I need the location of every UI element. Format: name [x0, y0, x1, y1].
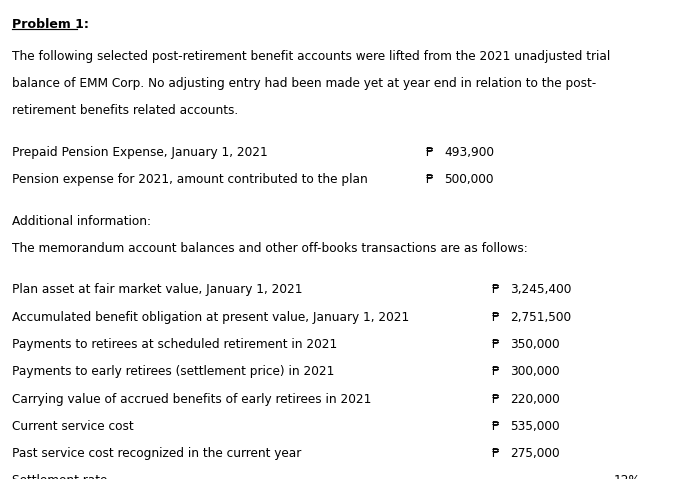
Text: Current service cost: Current service cost	[12, 420, 134, 433]
Text: Accumulated benefit obligation at present value, January 1, 2021: Accumulated benefit obligation at presen…	[12, 310, 410, 324]
Text: ₱: ₱	[492, 392, 499, 406]
Text: Payments to retirees at scheduled retirement in 2021: Payments to retirees at scheduled retire…	[12, 338, 338, 351]
Text: Carrying value of accrued benefits of early retirees in 2021: Carrying value of accrued benefits of ea…	[12, 392, 372, 406]
Text: 2,751,500: 2,751,500	[510, 310, 571, 324]
Text: The memorandum account balances and other off-books transactions are as follows:: The memorandum account balances and othe…	[12, 242, 528, 255]
Text: 500,000: 500,000	[444, 173, 493, 186]
Text: ₱: ₱	[426, 173, 434, 186]
Text: ₱: ₱	[492, 420, 499, 433]
Text: balance of EMM Corp. No adjusting entry had been made yet at year end in relatio: balance of EMM Corp. No adjusting entry …	[12, 77, 597, 90]
Text: 3,245,400: 3,245,400	[510, 283, 571, 297]
Text: Plan asset at fair market value, January 1, 2021: Plan asset at fair market value, January…	[12, 283, 303, 297]
Text: 275,000: 275,000	[510, 447, 559, 460]
Text: 220,000: 220,000	[510, 392, 560, 406]
Text: Problem 1:: Problem 1:	[12, 18, 89, 31]
Text: ₱: ₱	[492, 283, 499, 297]
Text: ₱: ₱	[426, 146, 434, 159]
Text: Payments to early retirees (settlement price) in 2021: Payments to early retirees (settlement p…	[12, 365, 335, 378]
Text: 12%: 12%	[614, 474, 640, 479]
Text: ₱: ₱	[492, 338, 499, 351]
Text: 350,000: 350,000	[510, 338, 559, 351]
Text: Additional information:: Additional information:	[12, 215, 151, 228]
Text: 493,900: 493,900	[444, 146, 494, 159]
Text: ₱: ₱	[492, 447, 499, 460]
Text: 300,000: 300,000	[510, 365, 559, 378]
Text: The following selected post-retirement benefit accounts were lifted from the 202: The following selected post-retirement b…	[12, 50, 610, 63]
Text: 535,000: 535,000	[510, 420, 559, 433]
Text: Pension expense for 2021, amount contributed to the plan: Pension expense for 2021, amount contrib…	[12, 173, 368, 186]
Text: ₱: ₱	[492, 310, 499, 324]
Text: ₱: ₱	[492, 365, 499, 378]
Text: Settlement rate: Settlement rate	[12, 474, 108, 479]
Text: retirement benefits related accounts.: retirement benefits related accounts.	[12, 104, 238, 117]
Text: Prepaid Pension Expense, January 1, 2021: Prepaid Pension Expense, January 1, 2021	[12, 146, 268, 159]
Text: Past service cost recognized in the current year: Past service cost recognized in the curr…	[12, 447, 301, 460]
